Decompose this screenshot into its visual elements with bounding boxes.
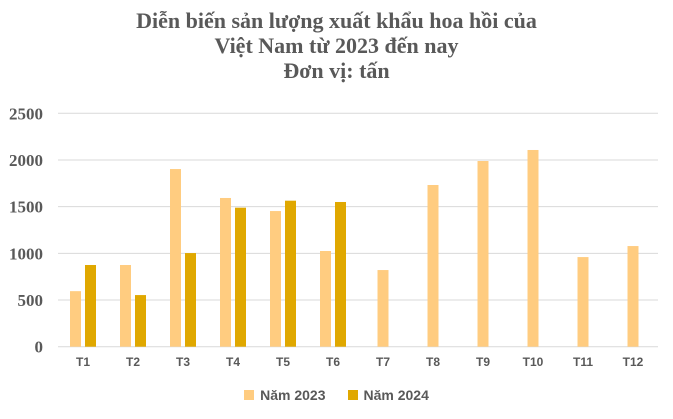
bar-T1-Năm-2024 — [85, 265, 96, 347]
bar-T6-Năm-2024 — [335, 201, 346, 347]
bar-T1-Năm-2023 — [70, 291, 81, 347]
bar-T2-Năm-2023 — [120, 265, 131, 347]
x-tick-label: T5 — [276, 355, 290, 369]
bar-T11-Năm-2023 — [577, 257, 589, 347]
legend-swatch-2024 — [347, 390, 358, 400]
legend-label-2023: Năm 2023 — [260, 387, 326, 403]
x-tick-label: T9 — [476, 355, 490, 369]
x-tick-label: T1 — [76, 355, 90, 369]
bar-T9-Năm-2023 — [477, 161, 489, 347]
bar-T12-Năm-2023 — [627, 246, 639, 347]
bar-T8-Năm-2023 — [427, 185, 439, 347]
bar-T7-Năm-2023 — [377, 270, 389, 347]
x-tick-label: T2 — [126, 355, 140, 369]
bar-T3-Năm-2024 — [185, 253, 196, 347]
y-tick-label: 1500 — [9, 198, 43, 217]
y-tick-label: 500 — [18, 291, 44, 310]
bar-T2-Năm-2024 — [135, 295, 146, 347]
chart-title: Diễn biến sản lượng xuất khẩu hoa hồi củ… — [0, 8, 673, 83]
bar-T5-Năm-2023 — [270, 211, 281, 347]
x-tick-label: T6 — [326, 355, 340, 369]
title-line-2: Việt Nam từ 2023 đến nay — [214, 33, 459, 58]
x-tick-label: T11 — [573, 355, 593, 369]
legend-item-2024: Năm 2024 — [347, 387, 429, 403]
legend-label-2024: Năm 2024 — [363, 387, 429, 403]
x-tick-label: T8 — [426, 355, 440, 369]
bar-T4-Năm-2024 — [235, 207, 246, 347]
title-line-1: Diễn biến sản lượng xuất khẩu hoa hồi củ… — [136, 8, 537, 33]
bar-T10-Năm-2023 — [527, 149, 539, 347]
legend: Năm 2023 Năm 2024 — [0, 387, 673, 403]
y-tick-label: 2500 — [9, 104, 43, 123]
x-tick-label: T12 — [623, 355, 644, 369]
bar-T4-Năm-2023 — [220, 197, 231, 347]
bar-T3-Năm-2023 — [170, 169, 181, 347]
y-tick-label: 0 — [35, 338, 44, 357]
bar-T6-Năm-2023 — [320, 251, 331, 347]
x-tick-label: T4 — [226, 355, 240, 369]
title-line-3: Đơn vị: tấn — [283, 58, 390, 83]
bar-T5-Năm-2024 — [285, 200, 296, 347]
y-tick-label: 2000 — [9, 151, 43, 170]
x-tick-label: T3 — [176, 355, 190, 369]
legend-swatch-2023 — [244, 390, 255, 400]
legend-item-2023: Năm 2023 — [244, 387, 326, 403]
x-tick-label: T7 — [376, 355, 390, 369]
y-tick-label: 1000 — [9, 244, 43, 263]
x-tick-label: T10 — [523, 355, 544, 369]
